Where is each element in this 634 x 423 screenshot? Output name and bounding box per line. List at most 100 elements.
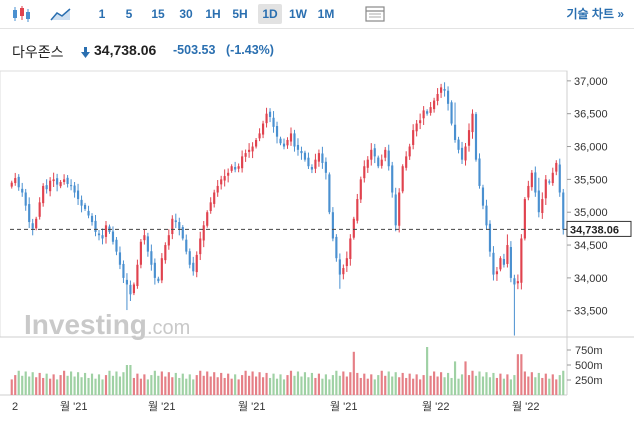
- volume-bar: [401, 372, 404, 395]
- volume-bar: [146, 379, 149, 395]
- volume-bar: [59, 375, 62, 395]
- interval-1w-button[interactable]: 1W: [289, 7, 307, 21]
- volume-bar: [230, 378, 233, 395]
- candle-body: [261, 123, 265, 135]
- current-price-tag-text: 34,738.06: [570, 224, 619, 236]
- volume-bar: [251, 371, 254, 395]
- candle-body: [398, 192, 401, 226]
- candle-body: [115, 239, 118, 252]
- interval-5-button[interactable]: 5: [125, 7, 133, 21]
- volume-bar: [195, 375, 198, 395]
- volume-bar: [321, 378, 324, 395]
- date-axis-label: 월 '22: [512, 400, 540, 413]
- down-arrow-icon: [81, 45, 90, 63]
- volume-bar: [115, 371, 118, 395]
- volume-bar: [433, 371, 436, 395]
- candle-body: [45, 185, 48, 190]
- price-axis-label: 36,500: [574, 109, 608, 121]
- area-chart-icon[interactable]: [48, 4, 74, 24]
- volume-bar: [66, 375, 69, 395]
- candlestick-chart-icon[interactable]: [8, 4, 34, 24]
- volume-bar: [244, 370, 247, 395]
- volume-axis-label: 750m: [575, 345, 603, 357]
- volume-bar: [450, 377, 453, 395]
- volume-bar: [213, 372, 216, 395]
- candle-body: [342, 268, 345, 275]
- candles: [10, 82, 565, 336]
- candle-body: [35, 218, 38, 229]
- volume-bar: [408, 373, 411, 395]
- candle-body: [181, 227, 184, 239]
- volume-bar: [303, 372, 307, 395]
- interval-30-button[interactable]: 30: [179, 7, 193, 21]
- volume-bar: [429, 375, 432, 395]
- candle-body: [558, 164, 561, 193]
- volume-bar: [80, 377, 83, 395]
- volume-bar: [160, 371, 163, 395]
- quote-header: 다우존스 34,738.06 -503.53 (-1.43%): [0, 34, 634, 64]
- volume-bar: [150, 375, 153, 395]
- candle-body: [426, 111, 429, 114]
- interval-1d-button[interactable]: 1D: [258, 4, 282, 24]
- volume-bar: [527, 376, 530, 395]
- volume-bar: [136, 373, 139, 395]
- volume-bar: [356, 372, 359, 395]
- volume-bar: [446, 372, 450, 395]
- candle-body: [56, 178, 59, 185]
- interval-1m-button[interactable]: 1M: [317, 7, 335, 21]
- volume-bar: [485, 372, 488, 395]
- candle-body: [202, 225, 205, 241]
- candle-body: [516, 281, 519, 284]
- volume-bar: [419, 379, 422, 395]
- volume-bar: [237, 379, 240, 395]
- candle-body: [80, 199, 83, 206]
- volume-bar: [255, 376, 258, 395]
- interval-1-button[interactable]: 1: [98, 7, 106, 21]
- candle-body: [443, 88, 446, 91]
- volume-bar: [380, 370, 383, 395]
- volume-bar: [261, 377, 265, 395]
- price-axis-label: 35,000: [574, 207, 608, 219]
- candle-body: [122, 263, 125, 278]
- volume-bar: [363, 373, 366, 395]
- volume-axis-label: 250m: [575, 375, 603, 387]
- volume-bar: [436, 376, 439, 395]
- candle-body: [178, 222, 181, 229]
- date-axis-label: 월 '21: [238, 400, 266, 413]
- candle-body: [157, 278, 160, 282]
- technical-chart-link[interactable]: 기술 차트 »: [566, 7, 624, 21]
- volume-bar: [35, 377, 38, 395]
- interval-1h-button[interactable]: 1H: [205, 7, 221, 21]
- candle-body: [24, 192, 27, 206]
- candle-body: [230, 166, 233, 171]
- interval-15-button[interactable]: 15: [151, 7, 165, 21]
- candle-body: [408, 146, 411, 157]
- candle-body: [255, 139, 258, 147]
- candle-body: [42, 185, 45, 204]
- volume-bar: [293, 375, 296, 395]
- volume-bar: [464, 361, 467, 395]
- candle-body: [555, 162, 558, 172]
- candle-body: [63, 179, 66, 182]
- candle-body: [111, 231, 115, 242]
- candle-body: [227, 172, 230, 176]
- candle-body: [485, 205, 488, 226]
- volume-bar: [174, 372, 177, 395]
- current-price-tag: 34,738.06: [566, 220, 632, 237]
- candle-body: [199, 238, 202, 255]
- volume-bar: [268, 377, 272, 395]
- interval-5h-button[interactable]: 5H: [232, 7, 248, 21]
- candle-body: [548, 181, 551, 183]
- date-axis-label: 월 '21: [330, 400, 358, 413]
- candle-body: [440, 87, 443, 93]
- candle-body: [52, 179, 55, 182]
- settings-panel-icon[interactable]: [362, 4, 388, 24]
- candle-body: [310, 167, 314, 170]
- volume-bar: [555, 379, 558, 395]
- price-axis: 37,000 36,500 36,000 35,500 35,000 34,500 34,0…: [567, 76, 608, 318]
- volume-bar: [279, 374, 282, 395]
- candle-body: [509, 247, 512, 278]
- volume-bar: [171, 377, 174, 395]
- candle-body: [28, 204, 31, 223]
